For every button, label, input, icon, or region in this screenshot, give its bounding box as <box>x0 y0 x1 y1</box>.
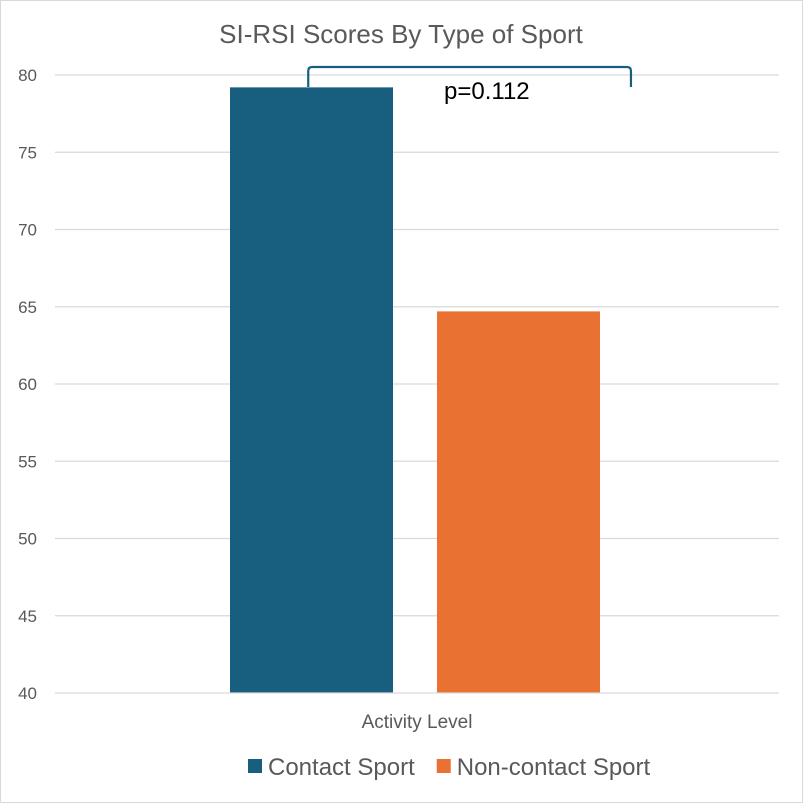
y-tick-label: 50 <box>18 530 37 549</box>
y-axis-ticks: 40 45 50 55 60 65 70 75 80 <box>18 66 37 703</box>
legend-label: Contact Sport <box>268 754 415 781</box>
gridlines <box>55 74 779 617</box>
legend-swatch <box>436 759 451 773</box>
significance-annotation: p=0.112 <box>307 65 633 105</box>
p-value-label: p=0.112 <box>444 78 530 105</box>
y-tick-label: 60 <box>18 375 37 394</box>
chart-title: SI-RSI Scores By Type of Sport <box>219 19 583 49</box>
y-tick-label: 75 <box>18 143 37 162</box>
bar-non-contact-sport <box>437 311 600 693</box>
y-tick-label: 55 <box>18 452 37 471</box>
y-tick-label: 45 <box>18 607 37 626</box>
x-category-label: Activity Level <box>362 712 473 733</box>
bar-contact-sport <box>230 87 393 694</box>
y-tick-label: 40 <box>18 684 37 703</box>
significance-bracket <box>307 65 633 87</box>
legend-label: Non-contact Sport <box>457 754 651 781</box>
legend-swatch <box>248 759 262 773</box>
y-tick-label: 65 <box>18 298 37 317</box>
legend: Contact Sport Non-contact Sport <box>248 754 651 781</box>
bars <box>230 87 600 694</box>
y-tick-label: 80 <box>18 66 37 85</box>
y-tick-label: 70 <box>18 221 37 240</box>
